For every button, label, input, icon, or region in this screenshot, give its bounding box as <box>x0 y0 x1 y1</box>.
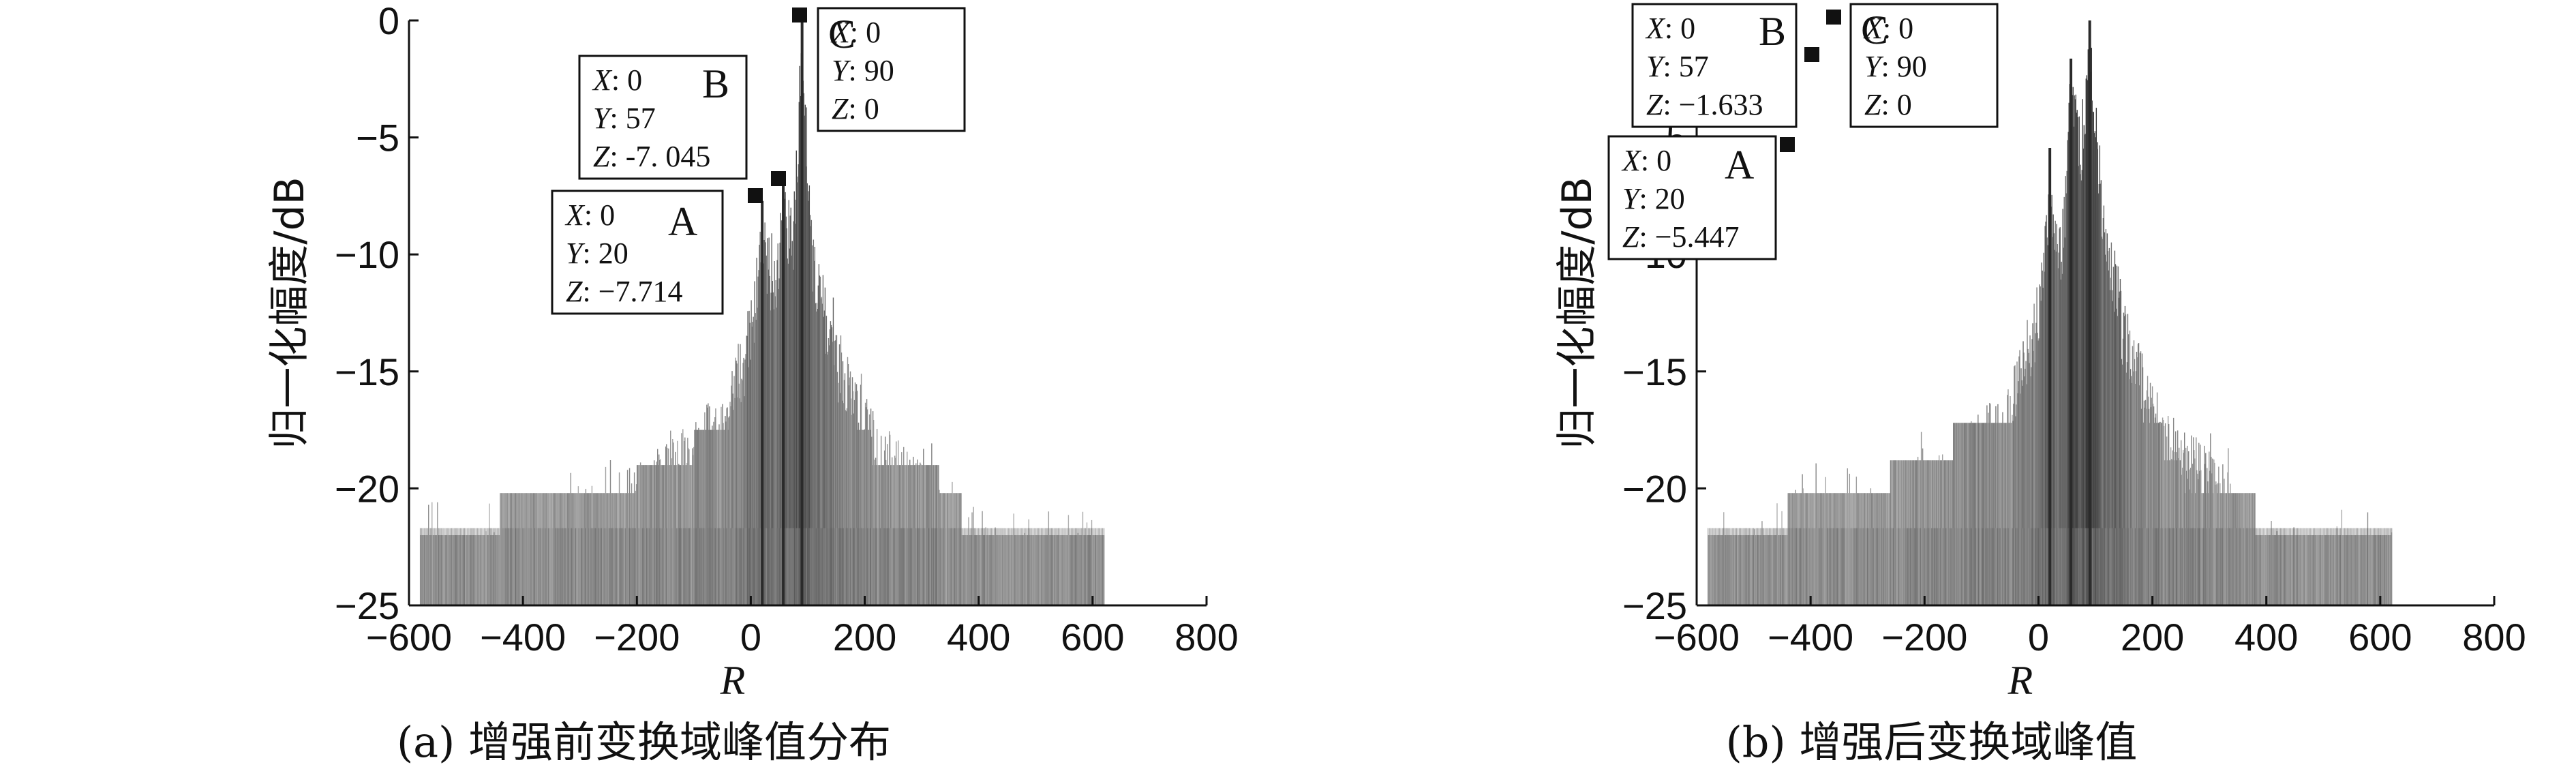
annotation-B: B X: 0 Y: 57 Z: −1.633 <box>1631 3 1819 128</box>
annotation-letter: C <box>828 12 855 57</box>
annotation-letter: A <box>1725 142 1754 187</box>
annotation-z-value: Z: 0 <box>1864 88 1912 121</box>
annotation-x-value: X: 0 <box>1621 144 1671 177</box>
annotation-box <box>1631 3 1798 128</box>
caption-b: (b) 增强后变换域峰值 <box>1725 717 2138 767</box>
peak-marker <box>748 188 763 203</box>
y-tick-label: −10 <box>335 233 399 276</box>
annotation-letter: B <box>1759 9 1786 54</box>
peak-marker <box>771 171 786 186</box>
x-tick-label: 200 <box>833 616 896 659</box>
x-tick-label: 800 <box>1175 616 1238 659</box>
x-tick-label: 0 <box>740 616 761 659</box>
spectrum-b <box>1707 20 2393 605</box>
caption-a: (a) 增强前变换域峰值分布 <box>396 717 892 767</box>
y-axis-label: 归一化幅度/dB <box>266 177 314 449</box>
annotation-z-value: Z: −5.447 <box>1622 220 1740 254</box>
y-tick-label: −5 <box>356 117 399 160</box>
annotation-box <box>817 7 966 132</box>
x-tick-label: 600 <box>1061 616 1124 659</box>
annotation-y-value: Y: 90 <box>1864 50 1927 83</box>
annotation-y-value: Y: 20 <box>566 237 628 270</box>
annotation-x-value: X: 0 <box>592 63 642 97</box>
x-tick-label: −600 <box>366 616 452 659</box>
x-tick-label: 800 <box>2462 616 2526 659</box>
x-tick-label: 200 <box>2121 616 2184 659</box>
annotation-B: B X: 0 Y: 57 Z: -7. 045 <box>578 55 786 186</box>
panel-b: −600−400−20002004006008000−5−10−15−20−25… <box>1288 0 2575 767</box>
y-tick-label: 0 <box>378 0 399 42</box>
annotation-C: CX: 0 Y: 90 Z: 0 <box>792 7 966 132</box>
annotation-z-value: Z: −1.633 <box>1646 88 1763 121</box>
annotation-x-value: X: 0 <box>1645 12 1695 45</box>
chart-a: −600 −400 −200 0 200 400 600 800 0 −5 −10 −15 −20 −25… <box>266 0 1239 703</box>
annotation-y-value: Y: 90 <box>832 54 894 87</box>
annotation-letter: A <box>668 199 697 244</box>
chart-b: −600−400−20002004006008000−5−10−15−20−25… <box>1554 0 2526 703</box>
annotation-x-value: X: 0 <box>830 16 881 49</box>
x-tick-label: −200 <box>1881 616 1967 659</box>
annotation-A: A X: 0 Y: 20 Z: −7.714 <box>551 188 763 315</box>
x-tick-label: 400 <box>947 616 1010 659</box>
annotation-letter: C <box>1861 7 1888 52</box>
peak-marker <box>792 7 807 22</box>
x-tick-label: 0 <box>2028 616 2049 659</box>
annotation-x-value: X: 0 <box>1863 12 1913 45</box>
peak-marker <box>1780 137 1795 152</box>
spectrum-a <box>419 20 1105 605</box>
annotation-y-value: Y: 57 <box>593 102 656 135</box>
peak-marker <box>1804 47 1819 62</box>
x-axis-label: R <box>2007 658 2033 703</box>
annotation-y-value: Y: 57 <box>1646 50 1709 83</box>
y-axis-label: 归一化幅度/dB <box>1554 177 1601 449</box>
annotation-y-value: Y: 20 <box>1622 182 1685 215</box>
x-tick-label: −400 <box>1768 616 1853 659</box>
x-tick-label: 600 <box>2348 616 2412 659</box>
panel-a: −600 −400 −200 0 200 400 600 800 0 −5 −10 −15 −20 −25… <box>0 0 1288 767</box>
x-axis-label: R <box>720 658 746 703</box>
annotation-z-value: Z: 0 <box>832 92 879 125</box>
y-tick-label: −25 <box>335 584 399 627</box>
x-tick-label: 400 <box>2234 616 2298 659</box>
y-tick-label: −15 <box>1622 350 1687 393</box>
annotation-box <box>1607 135 1777 260</box>
annotation-A: A X: 0 Y: 20 Z: −5.447 <box>1607 135 1795 260</box>
annotation-box <box>1849 3 1999 128</box>
annotation-C: CX: 0 Y: 90 Z: 0 <box>1826 3 1999 128</box>
y-tick-label: −15 <box>335 350 399 393</box>
y-tick-label: −25 <box>1622 584 1687 627</box>
annotation-box <box>578 55 748 180</box>
y-tick-label: −20 <box>335 467 399 510</box>
peak-marker <box>1826 10 1841 25</box>
y-tick-label: −20 <box>1622 467 1687 510</box>
annotation-z-value: Z: −7.714 <box>566 275 683 308</box>
annotation-x-value: X: 0 <box>564 198 615 232</box>
annotation-z-value: Z: -7. 045 <box>593 140 710 173</box>
x-tick-label: −200 <box>594 616 680 659</box>
x-tick-label: −600 <box>1654 616 1740 659</box>
x-tick-label: −400 <box>480 616 566 659</box>
annotation-letter: B <box>702 61 729 106</box>
annotation-box <box>551 190 724 315</box>
